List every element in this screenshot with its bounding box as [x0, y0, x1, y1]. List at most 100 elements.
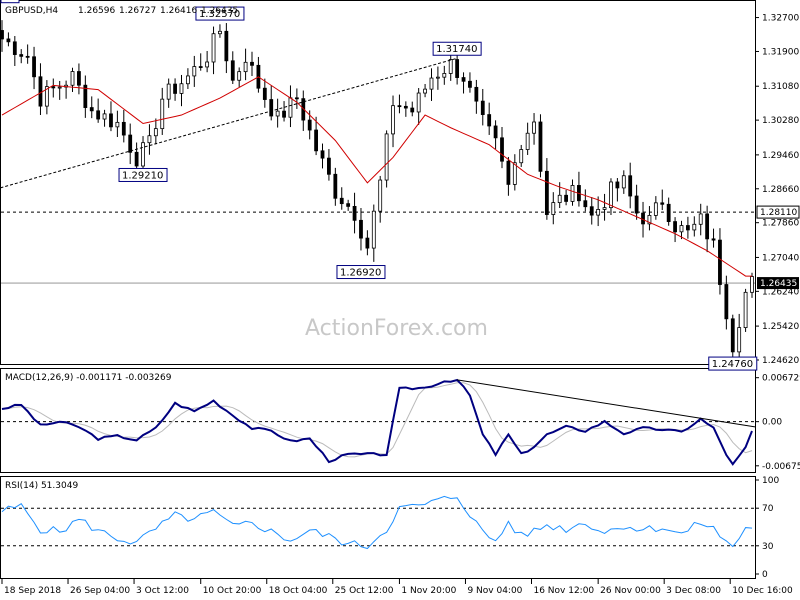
candle-body — [307, 119, 312, 131]
price-tick-label: 1.31900 — [762, 47, 799, 57]
rsi-tick-label: 100 — [762, 476, 779, 486]
header-close: 1.26435 — [201, 6, 238, 16]
support-line-tag-label: 1.28110 — [760, 208, 797, 218]
candle-body — [480, 100, 485, 115]
candle-body — [327, 157, 331, 175]
price-tick-label: 1.30280 — [762, 116, 799, 126]
candle-body — [391, 105, 395, 135]
candle-body — [519, 149, 524, 164]
candle-body — [0, 30, 4, 40]
candle-body — [38, 76, 43, 107]
price-trendline — [0, 57, 458, 189]
swing-label: 1.31740 — [436, 44, 477, 55]
rsi-line — [1, 495, 753, 550]
x-tick-label: 16 Nov 12:00 — [533, 586, 594, 596]
candle-body — [250, 61, 254, 66]
candle-body — [698, 213, 703, 225]
swing-label: 1.26920 — [340, 268, 381, 279]
candle-body — [70, 71, 75, 86]
candle-body — [198, 66, 203, 68]
candle-body — [6, 38, 11, 43]
swing-label-box — [195, 6, 245, 21]
candle-body — [589, 206, 594, 216]
candle-body — [141, 142, 145, 167]
rsi-tick-label: 70 — [762, 504, 774, 514]
candle-body — [724, 284, 729, 320]
watermark: ActionForex.com — [305, 316, 488, 341]
candle-body — [262, 87, 267, 100]
candle-body — [333, 173, 338, 199]
price-tick-label: 1.25420 — [762, 322, 799, 332]
candle-body — [109, 113, 113, 128]
candle-body — [339, 197, 344, 205]
macd-tick-label: 0.006729 — [762, 374, 800, 384]
candle-body — [269, 99, 274, 117]
candle-body — [692, 223, 697, 231]
candle-body — [679, 225, 684, 233]
candle-body — [750, 276, 754, 293]
header-symbol: GBPUSD,H4 — [5, 6, 58, 16]
candle-body — [89, 107, 94, 112]
candle-body — [346, 203, 351, 207]
price-panel-frame — [0, 0, 756, 365]
header-open: 1.26596 — [78, 6, 115, 16]
candle-body — [275, 110, 280, 117]
candle-body — [57, 86, 62, 89]
candle-body — [173, 83, 177, 94]
candle-body — [538, 121, 543, 172]
macd-line — [1, 378, 753, 466]
macd-label: MACD(12,26,9) -0.001171 -0.003269 — [5, 373, 172, 383]
candle-body — [583, 200, 588, 208]
candle-body — [352, 205, 357, 221]
candle-body — [179, 83, 184, 94]
candle-body — [628, 175, 633, 197]
candle-body — [532, 121, 536, 134]
candle-body — [512, 162, 517, 185]
current-price-tag — [757, 277, 799, 290]
candle-body — [211, 33, 216, 63]
candle-body — [673, 221, 677, 233]
macd-tick-label: 0.00 — [762, 418, 782, 428]
x-axis: 18 Sep 2018 26 Sep 04:00 3 Oct 12:00 10 Oct… — [1, 579, 793, 596]
macd-signal-line — [1, 382, 753, 458]
candle-body — [192, 66, 197, 77]
candle-body — [320, 150, 325, 159]
candle-body — [410, 107, 415, 113]
candle-body — [25, 55, 30, 58]
candle-body — [705, 213, 710, 240]
price-tick-label: 1.26240 — [762, 287, 799, 297]
candle-body — [378, 179, 383, 212]
candle-body — [718, 239, 722, 285]
candle-body — [371, 210, 376, 249]
candle-body — [314, 129, 319, 152]
rsi-panel-frame — [0, 476, 756, 579]
candle-body — [468, 80, 472, 88]
candle-body — [397, 105, 402, 108]
swing-label-box — [0, 0, 20, 4]
x-tick-label: 10 Oct 20:00 — [203, 586, 262, 596]
candle-body — [282, 110, 286, 118]
candle-body — [448, 59, 453, 74]
candle-body — [384, 133, 389, 181]
candle-body — [570, 185, 575, 202]
candle-body — [359, 219, 363, 239]
x-tick-label: 3 Dec 08:00 — [666, 586, 721, 596]
current-price-tag-label: 1.26435 — [760, 279, 797, 289]
candle-body — [621, 175, 626, 189]
rsi-tick-label: 30 — [762, 542, 774, 552]
candle-body — [288, 97, 293, 118]
candle-body — [609, 181, 613, 209]
candle-body — [294, 97, 299, 100]
macd-tick-label: -0.006758 — [762, 462, 800, 472]
candle-body — [455, 59, 460, 78]
price-panel: 1.32700 1.31900 1.31080 1.30280 1.29460 1.286… — [0, 0, 800, 371]
rsi-panel: 100 70 30 0 — [1, 476, 779, 580]
swing-label-box — [708, 356, 758, 371]
candle-body — [83, 84, 88, 108]
candle-body — [474, 86, 479, 102]
candle-body — [218, 30, 222, 35]
candle-body — [500, 137, 504, 162]
candle-body — [602, 207, 607, 210]
swing-label-box — [118, 167, 168, 182]
